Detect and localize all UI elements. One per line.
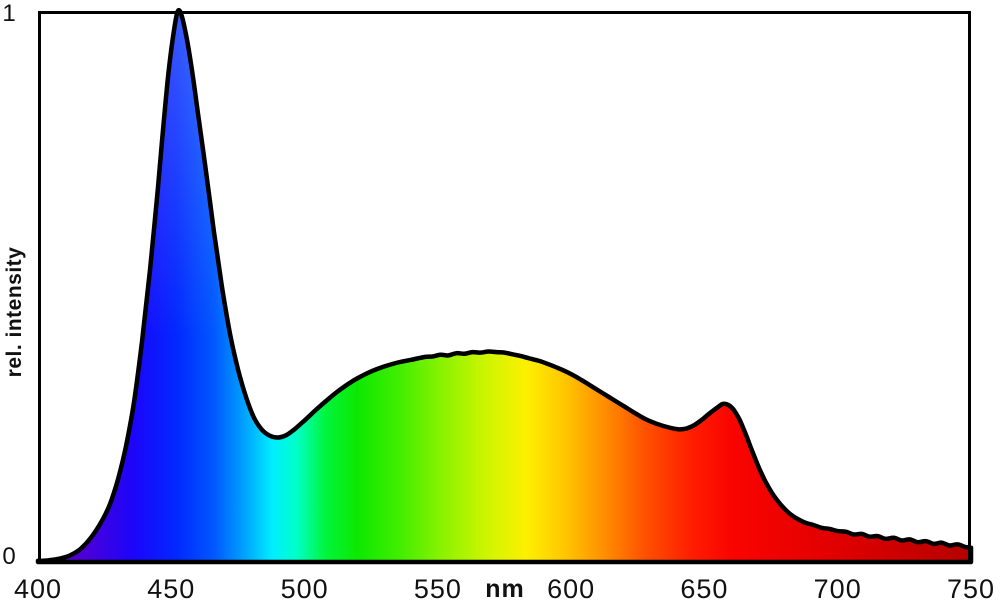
spectrum-curve-line <box>35 7 974 565</box>
x-tick-label: 750 <box>947 574 995 604</box>
y-tick-min: 0 <box>2 543 15 570</box>
x-tick-label: 700 <box>814 574 862 604</box>
x-tick-label: 650 <box>680 574 728 604</box>
x-tick-label: 550 <box>414 574 462 604</box>
spectrum-area-highlight <box>38 10 971 563</box>
x-tick-label: 600 <box>547 574 595 604</box>
x-axis-unit-label: nm <box>485 575 525 603</box>
x-tick-label: 400 <box>14 574 62 604</box>
y-tick-max: 1 <box>2 0 15 27</box>
y-axis-label: rel. intensity <box>3 247 26 378</box>
x-axis-ticks: 400 450 500 550 600 650 700 750 <box>14 574 995 604</box>
x-tick-label: 450 <box>147 574 195 604</box>
x-tick-label: 500 <box>281 574 329 604</box>
